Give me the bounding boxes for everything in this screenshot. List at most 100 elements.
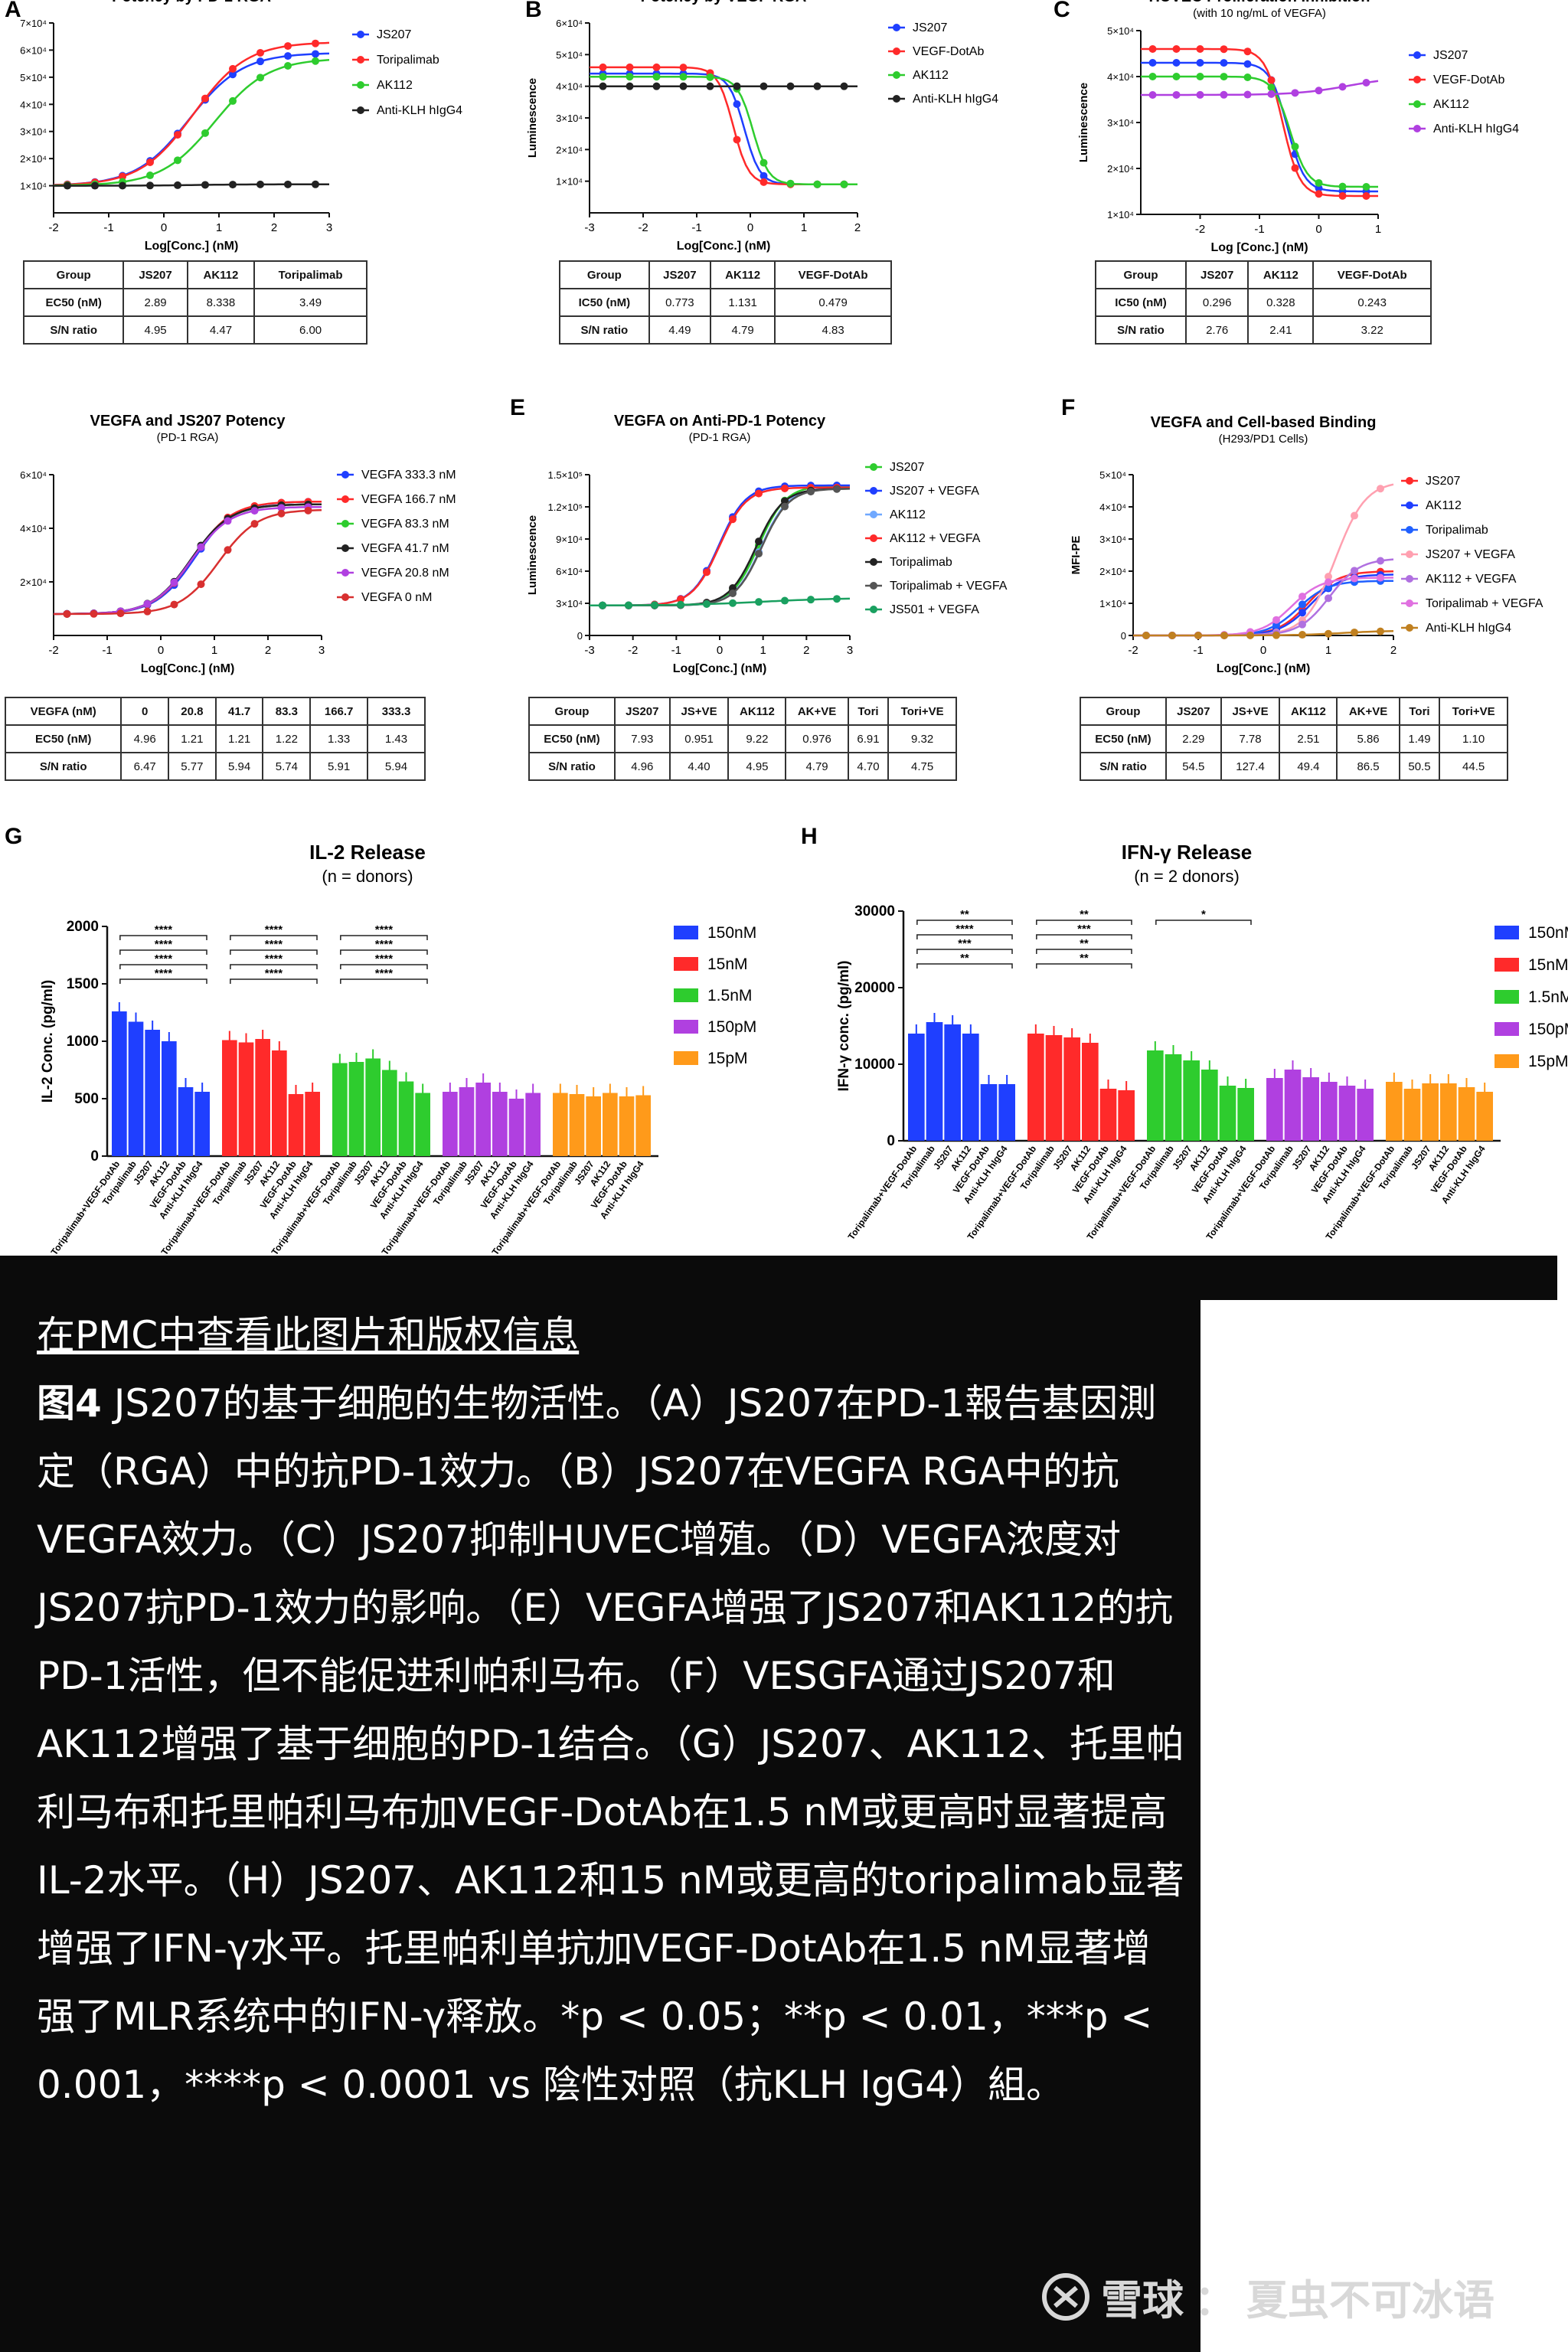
data-point	[755, 489, 763, 498]
data-point	[1315, 178, 1323, 187]
legend-label: VEGFA 41.7 nM	[361, 542, 449, 555]
data-point	[170, 600, 178, 609]
data-point	[256, 48, 264, 57]
table-header-cell: AK112	[1247, 260, 1315, 289]
bar	[908, 1034, 925, 1141]
x-tick-label: 1	[216, 221, 222, 234]
legend-label: Toripalimab	[377, 54, 439, 67]
y-tick-label: 1×10⁴	[20, 181, 47, 192]
chart-title: Potency by VEGF RGA	[641, 0, 807, 5]
y-axis-label: Luminescence	[526, 515, 539, 595]
bar	[1338, 1086, 1356, 1141]
data-point	[1220, 90, 1228, 99]
data-point	[677, 595, 684, 603]
table-cell: 7.93	[613, 724, 671, 753]
data-point	[833, 595, 841, 603]
y-tick-label: 2000	[67, 919, 99, 935]
figure-label: 图4	[37, 1381, 102, 1426]
x-tick-label: -2	[48, 221, 58, 234]
bar	[1063, 1037, 1080, 1141]
data-point	[1148, 73, 1157, 81]
bar	[1201, 1070, 1218, 1141]
bar	[619, 1096, 635, 1156]
significance-label: **	[1080, 952, 1089, 965]
data-point	[1220, 59, 1228, 67]
legend-label: VEGFA 0 nM	[361, 591, 432, 604]
panel-g: G IL-2 Release (n = donors) 0 500 1000 1500 200…	[0, 827, 796, 1256]
table-cell: 0.243	[1312, 288, 1432, 317]
data-point	[1272, 616, 1280, 624]
table-cell: 9.22	[727, 724, 787, 753]
bar	[1476, 1092, 1493, 1141]
table-cell: EC50 (nM)	[528, 724, 616, 753]
legend-label: AK112	[377, 79, 413, 92]
y-axis-label: MFI-PE	[1070, 536, 1083, 575]
data-point	[1377, 557, 1384, 565]
data-point	[224, 517, 232, 525]
data-point	[1362, 182, 1370, 191]
data-point	[229, 96, 237, 105]
table-cell: 6.47	[120, 752, 170, 781]
x-tick-label: 1	[1325, 644, 1331, 657]
table-row: S/N ratio 2.76 2.41 3.22	[1094, 315, 1432, 345]
significance-label: ****	[265, 938, 283, 951]
pmc-link[interactable]: 在PMC中查看此图片和版权信息	[37, 1313, 580, 1357]
data-point	[174, 181, 181, 189]
table-row: S/N ratio 4.96 4.40 4.95 4.79 4.70 4.75	[528, 752, 957, 781]
legend-label: Toripalimab	[890, 556, 952, 569]
data-point	[1291, 164, 1299, 172]
legend-label: 15pM	[1528, 1053, 1568, 1070]
y-tick-label: 9×10⁴	[556, 534, 583, 545]
chart-title: IFN-γ Release	[1122, 841, 1253, 864]
table-header-row: Group JS207 JS+VE AK112 AK+VE Tori Tori+VE	[528, 697, 957, 726]
y-tick-label: 2×10⁴	[20, 153, 47, 165]
data-point	[1220, 73, 1228, 81]
significance-bracket	[916, 934, 1013, 939]
data-point	[146, 181, 154, 190]
table-header-cell: 83.3	[262, 697, 312, 726]
significance-label: ***	[1077, 923, 1091, 936]
table-cell: 4.95	[122, 315, 188, 345]
series-line	[53, 59, 330, 187]
bar	[1237, 1088, 1254, 1141]
significance-bracket	[230, 978, 318, 984]
legend-label: JS207	[1433, 49, 1468, 62]
significance-label: **	[1080, 908, 1089, 921]
x-tick-label: 2	[1390, 644, 1396, 657]
x-tick-label: 1	[801, 221, 807, 234]
table-row: EC50 (nM) 4.96 1.21 1.21 1.22 1.33 1.43	[4, 724, 426, 753]
x-tick-label: 0	[158, 644, 164, 657]
table-cell: 50.5	[1398, 752, 1441, 781]
significance-bracket	[119, 949, 207, 955]
legend-label: Anti-KLH hIgG4	[1433, 122, 1519, 136]
y-tick-label: 3×10⁴	[1107, 117, 1134, 129]
legend-marker	[893, 95, 900, 103]
bar	[145, 1030, 160, 1156]
legend-marker	[1406, 575, 1413, 583]
legend-marker	[1413, 125, 1421, 132]
data-point	[1377, 627, 1384, 635]
data-point	[599, 63, 607, 71]
significance-label: **	[960, 908, 969, 921]
legend-label: 1.5nM	[707, 987, 752, 1004]
table-row: IC50 (nM) 0.773 1.131 0.479	[559, 288, 892, 317]
data-point	[1351, 574, 1358, 583]
data-point	[174, 131, 181, 139]
bar	[1219, 1086, 1236, 1141]
bar	[178, 1087, 194, 1156]
significance-bracket	[230, 935, 318, 940]
table-cell: 3.22	[1312, 315, 1432, 345]
bar	[1266, 1078, 1283, 1141]
data-point	[625, 601, 632, 609]
table-row: EC50 (nM) 2.29 7.78 2.51 5.86 1.49 1.10	[1080, 724, 1508, 753]
table-header-cell: Tori+VE	[887, 697, 957, 726]
legend-swatch	[1494, 958, 1519, 972]
table-row: EC50 (nM) 2.89 8.338 3.49	[22, 288, 368, 317]
data-point	[840, 82, 848, 90]
data-point	[1196, 90, 1204, 99]
significance-bracket	[230, 964, 318, 969]
legend-label: JS501 + VEGFA	[890, 603, 979, 616]
significance-bracket	[119, 935, 207, 940]
data-point	[284, 42, 292, 51]
series-line	[1133, 577, 1393, 637]
